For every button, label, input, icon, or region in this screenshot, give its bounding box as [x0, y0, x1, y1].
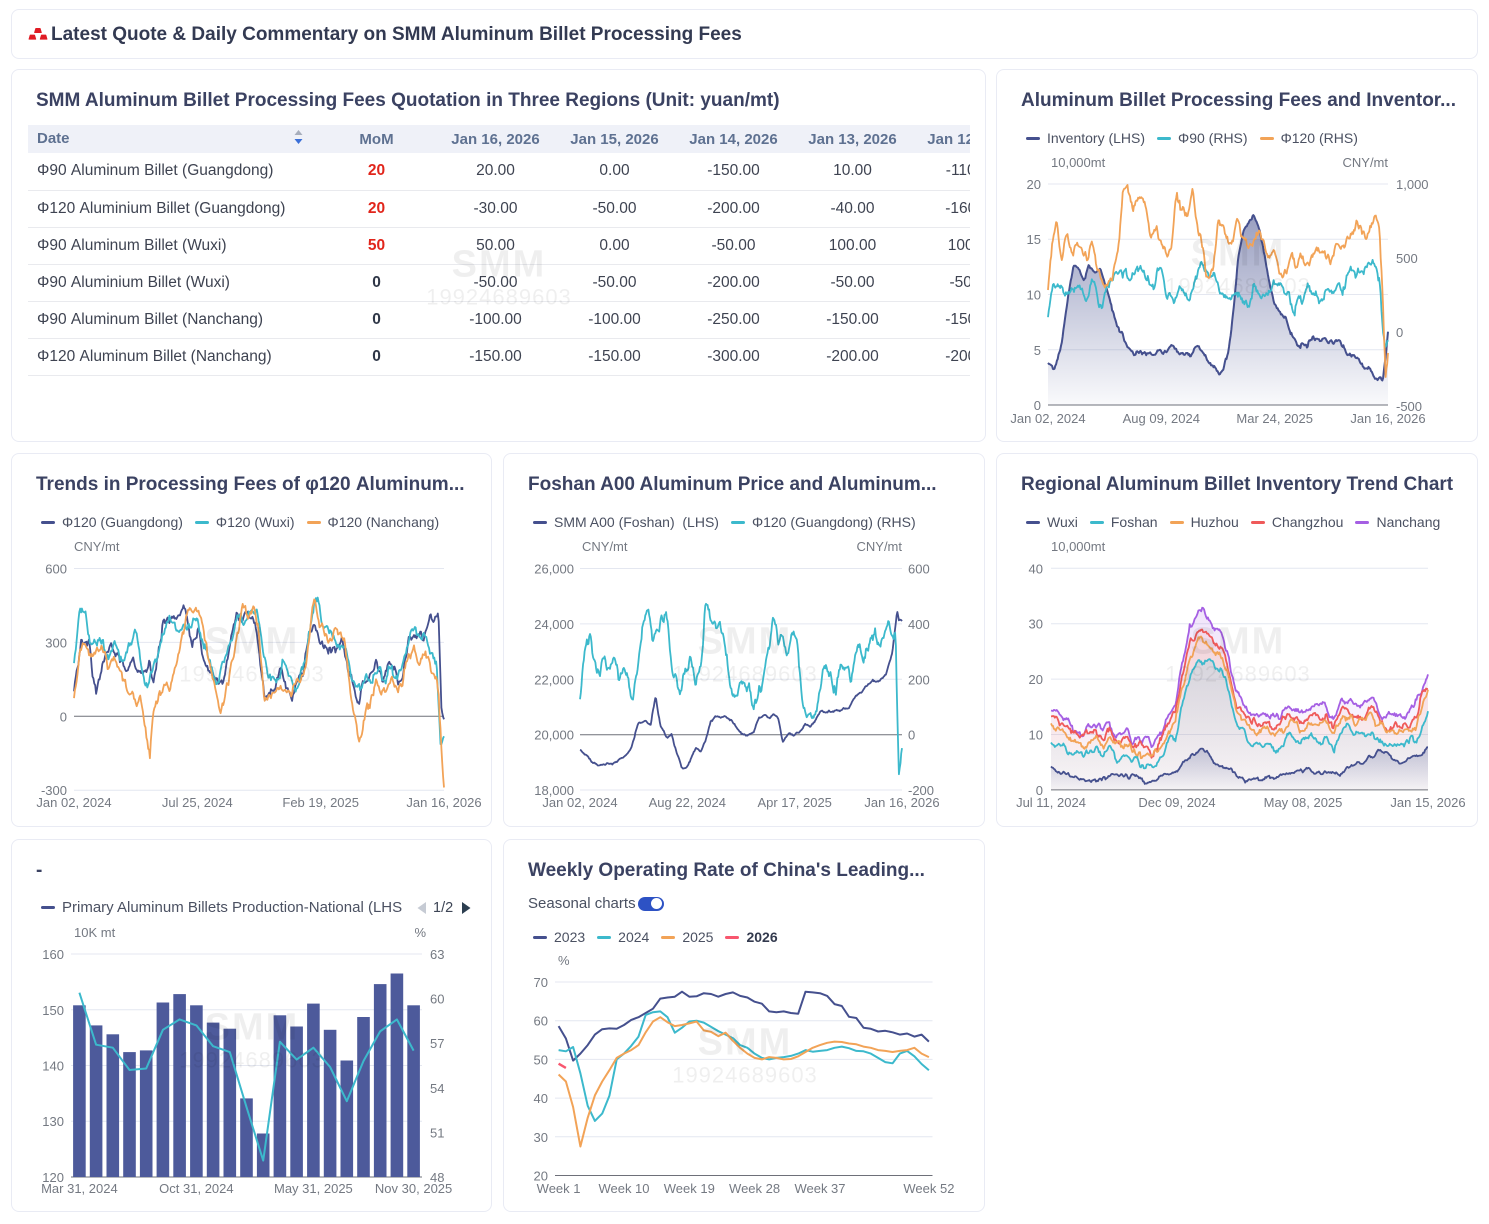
- svg-text:Aug 22, 2024: Aug 22, 2024: [649, 795, 726, 810]
- svg-text:Aug 09, 2024: Aug 09, 2024: [1123, 411, 1200, 426]
- svg-text:Jan 02, 2024: Jan 02, 2024: [1010, 411, 1085, 426]
- svg-text:Mar 31, 2024: Mar 31, 2024: [41, 1181, 118, 1196]
- svg-text:-200: -200: [908, 783, 934, 798]
- svg-text:May 08, 2025: May 08, 2025: [1264, 795, 1343, 810]
- svg-text:160: 160: [42, 947, 64, 962]
- svg-text:0: 0: [60, 709, 67, 724]
- svg-text:Jul 25, 2024: Jul 25, 2024: [162, 795, 233, 810]
- svg-text:May 31, 2025: May 31, 2025: [274, 1181, 353, 1196]
- svg-text:10K mt: 10K mt: [74, 925, 116, 940]
- svg-text:Feb 19, 2025: Feb 19, 2025: [282, 795, 359, 810]
- svg-text:20: 20: [534, 1169, 548, 1184]
- svg-text:Apr 17, 2025: Apr 17, 2025: [757, 795, 831, 810]
- svg-text:40: 40: [1029, 561, 1043, 576]
- svg-text:15: 15: [1027, 232, 1041, 247]
- svg-text:60: 60: [430, 992, 444, 1007]
- svg-text:130: 130: [42, 1114, 64, 1129]
- svg-text:Jan 16, 2026: Jan 16, 2026: [1350, 411, 1425, 426]
- svg-text:0: 0: [1036, 783, 1043, 798]
- svg-text:Nov 30, 2025: Nov 30, 2025: [375, 1181, 452, 1196]
- svg-text:Jan 16, 2026: Jan 16, 2026: [864, 795, 939, 810]
- svg-text:CNY/mt: CNY/mt: [74, 539, 120, 554]
- svg-text:0: 0: [1034, 398, 1041, 413]
- svg-text:-300: -300: [41, 783, 67, 798]
- svg-text:%: %: [414, 925, 426, 940]
- svg-text:600: 600: [908, 562, 930, 577]
- svg-text:1,000: 1,000: [1396, 177, 1429, 192]
- svg-text:22,000: 22,000: [534, 672, 574, 687]
- svg-text:Dec 09, 2024: Dec 09, 2024: [1138, 795, 1215, 810]
- svg-text:10,000mt: 10,000mt: [1051, 539, 1106, 554]
- svg-text:500: 500: [1396, 251, 1418, 266]
- svg-text:54: 54: [430, 1081, 444, 1096]
- svg-text:-500: -500: [1396, 399, 1422, 414]
- svg-text:Jan 02, 2024: Jan 02, 2024: [542, 795, 617, 810]
- svg-text:Jan 16, 2026: Jan 16, 2026: [406, 795, 481, 810]
- svg-text:200: 200: [908, 672, 930, 687]
- svg-text:Jul 11, 2024: Jul 11, 2024: [1016, 795, 1086, 810]
- svg-text:51: 51: [430, 1125, 444, 1140]
- svg-text:Mar 24, 2025: Mar 24, 2025: [1236, 411, 1313, 426]
- svg-text:Week 52: Week 52: [903, 1181, 954, 1196]
- svg-text:Week 37: Week 37: [794, 1181, 845, 1196]
- svg-text:600: 600: [45, 562, 67, 577]
- svg-text:40: 40: [534, 1091, 548, 1106]
- svg-text:20: 20: [1027, 177, 1041, 192]
- svg-text:30: 30: [1029, 617, 1043, 632]
- svg-text:Week 19: Week 19: [664, 1181, 715, 1196]
- svg-text:10,000mt: 10,000mt: [1051, 155, 1106, 170]
- svg-text:70: 70: [534, 975, 548, 990]
- svg-text:26,000: 26,000: [534, 562, 574, 577]
- svg-text:Jan 02, 2024: Jan 02, 2024: [36, 795, 111, 810]
- svg-text:0: 0: [908, 728, 915, 743]
- svg-text:10: 10: [1027, 288, 1041, 303]
- svg-text:400: 400: [908, 617, 930, 632]
- svg-text:CNY/mt: CNY/mt: [582, 539, 628, 554]
- svg-text:140: 140: [42, 1059, 64, 1074]
- svg-text:18,000: 18,000: [534, 783, 574, 798]
- svg-text:Week 10: Week 10: [598, 1181, 649, 1196]
- svg-text:63: 63: [430, 947, 444, 962]
- svg-text:20,000: 20,000: [534, 728, 574, 743]
- svg-text:120: 120: [42, 1170, 64, 1185]
- svg-text:Jan 15, 2026: Jan 15, 2026: [1390, 795, 1465, 810]
- svg-text:Week 28: Week 28: [729, 1181, 780, 1196]
- svg-text:Oct 31, 2024: Oct 31, 2024: [159, 1181, 233, 1196]
- svg-text:CNY/mt: CNY/mt: [857, 539, 903, 554]
- svg-text:Week 1: Week 1: [537, 1181, 581, 1196]
- svg-text:48: 48: [430, 1170, 444, 1185]
- svg-text:%: %: [558, 953, 570, 968]
- svg-text:60: 60: [534, 1014, 548, 1029]
- svg-text:0: 0: [1396, 325, 1403, 340]
- svg-text:300: 300: [45, 635, 67, 650]
- svg-text:57: 57: [430, 1036, 444, 1051]
- svg-text:30: 30: [534, 1130, 548, 1145]
- svg-text:150: 150: [42, 1003, 64, 1018]
- svg-text:10: 10: [1029, 728, 1043, 743]
- svg-text:50: 50: [534, 1052, 548, 1067]
- svg-text:CNY/mt: CNY/mt: [1343, 155, 1389, 170]
- svg-text:24,000: 24,000: [534, 617, 574, 632]
- svg-text:20: 20: [1029, 672, 1043, 687]
- svg-text:5: 5: [1034, 343, 1041, 358]
